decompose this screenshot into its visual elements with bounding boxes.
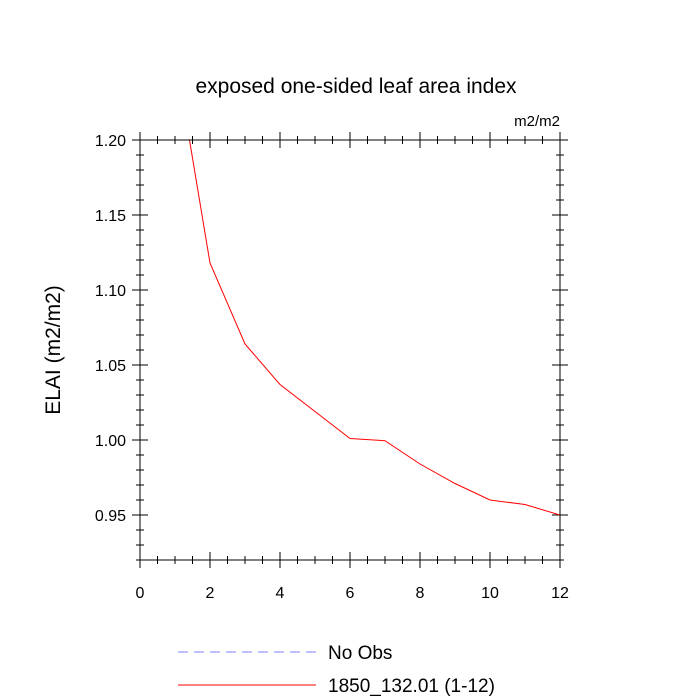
x-tick-label: 0 <box>136 585 145 602</box>
x-tick-label: 4 <box>276 585 285 602</box>
series-line-1 <box>188 140 560 516</box>
x-tick-label: 10 <box>481 585 499 602</box>
axis-ticks <box>132 132 568 568</box>
plot-frame <box>139 139 561 561</box>
axis-tick-labels: 0 2 4 6 8 10 12 0.95 1.00 1.05 1.10 1.15 1.20 <box>95 133 569 602</box>
y-tick-label: 1.10 <box>95 283 126 300</box>
series-lines <box>188 140 560 516</box>
y-tick-label: 1.05 <box>95 358 126 375</box>
y-tick-label: 1.00 <box>95 433 126 450</box>
chart-title: exposed one-sided leaf area index <box>195 75 517 98</box>
units-label: m2/m2 <box>514 113 560 130</box>
y-tick-label: 1.20 <box>95 133 126 150</box>
x-tick-label: 6 <box>346 585 355 602</box>
y-tick-label: 1.15 <box>95 208 126 225</box>
legend: No Obs 1850_132.01 (1-12) <box>178 643 495 697</box>
legend-label-0: No Obs <box>328 643 392 664</box>
legend-label-1: 1850_132.01 (1-12) <box>328 676 495 697</box>
x-tick-label: 8 <box>416 585 425 602</box>
y-tick-label: 0.95 <box>95 508 126 525</box>
x-tick-label: 12 <box>551 585 569 602</box>
x-tick-label: 2 <box>206 585 215 602</box>
y-axis-label: ELAI (m2/m2) <box>42 285 65 415</box>
